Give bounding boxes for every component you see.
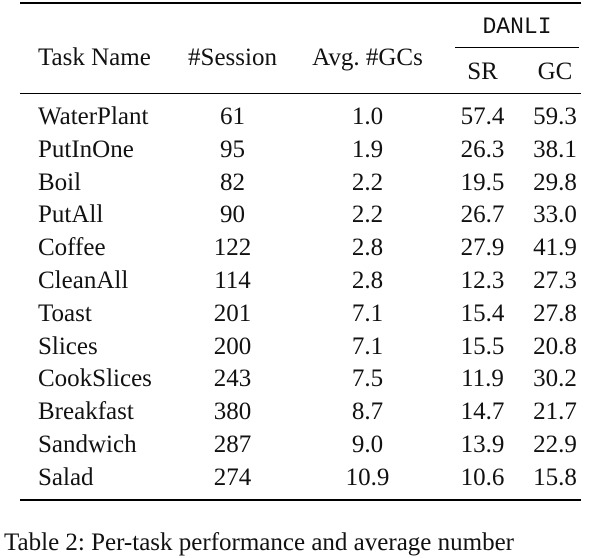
cell-gc: 33.0: [533, 201, 577, 229]
cell-task: PutAll: [38, 201, 104, 229]
cell-task: Boil: [38, 168, 82, 196]
cell-sr: 26.7: [460, 201, 505, 229]
cell-avg-gcs: 2.8: [351, 267, 384, 294]
cell-avg-gcs: 9.0: [351, 431, 384, 458]
cell-avg-gcs: 8.7: [351, 398, 384, 426]
cell-session: 200: [213, 332, 252, 360]
cell-task: Breakfast: [38, 398, 134, 426]
cell-sr: 57.4: [460, 103, 505, 130]
cell-session: 90: [220, 201, 245, 229]
cell-sr: 15.5: [460, 332, 505, 360]
cell-avg-gcs: 7.5: [351, 365, 384, 393]
cell-sr: 10.6: [460, 463, 505, 491]
header-task-name: Task Name: [38, 44, 151, 71]
cell-session: 122: [213, 234, 252, 262]
header-gc: GC: [537, 58, 573, 85]
cell-session: 82: [220, 168, 245, 196]
cell-task: Slices: [38, 332, 98, 360]
cell-session: 201: [213, 299, 252, 327]
cell-gc: 27.8: [533, 299, 577, 327]
header-group-danli: DANLI: [482, 14, 552, 40]
cell-session: 380: [213, 398, 252, 426]
cell-session: 243: [213, 365, 252, 393]
table-caption: Table 2: Per-task performance and averag…: [4, 529, 515, 556]
cell-task: PutInOne: [38, 135, 134, 163]
cell-gc: 29.8: [533, 168, 577, 196]
cell-gc: 59.3: [533, 103, 577, 130]
cell-task: Sandwich: [38, 431, 137, 458]
cell-session: 61: [220, 103, 245, 130]
cell-sr: 15.4: [460, 299, 505, 327]
cell-gc: 15.8: [533, 463, 577, 491]
cell-task: CookSlices: [38, 365, 152, 393]
cell-session: 114: [214, 267, 251, 294]
cell-sr: 14.7: [460, 398, 505, 426]
cell-session: 274: [213, 463, 252, 491]
group-rule: [455, 47, 579, 48]
cell-sr: 26.3: [460, 135, 505, 163]
cell-avg-gcs: 10.9: [345, 463, 390, 491]
cell-task: Coffee: [38, 234, 106, 262]
cell-avg-gcs: 2.2: [351, 201, 384, 229]
cell-task: Toast: [38, 299, 92, 327]
cell-gc: 22.9: [533, 431, 577, 458]
cell-task: WaterPlant: [38, 103, 149, 130]
cell-sr: 12.3: [460, 267, 505, 294]
cell-task: CleanAll: [38, 267, 129, 294]
cell-gc: 20.8: [533, 332, 577, 360]
cell-gc: 30.2: [533, 365, 577, 393]
header-session: #Session: [188, 44, 277, 71]
cell-avg-gcs: 2.2: [351, 168, 384, 196]
cell-gc: 27.3: [533, 267, 577, 294]
top-rule: [20, 2, 581, 4]
cell-sr: 19.5: [460, 168, 505, 196]
cell-avg-gcs: 1.0: [351, 103, 384, 130]
bottom-rule: [20, 499, 581, 501]
cell-avg-gcs: 1.9: [351, 135, 384, 163]
header-avg-gcs: Avg. #GCs: [312, 44, 423, 71]
cell-gc: 21.7: [533, 398, 577, 426]
mid-rule: [20, 93, 581, 94]
header-sr: SR: [467, 58, 498, 85]
cell-sr: 13.9: [460, 431, 505, 458]
cell-gc: 41.9: [533, 234, 577, 262]
cell-sr: 11.9: [461, 365, 504, 393]
cell-avg-gcs: 2.8: [351, 234, 384, 262]
cell-avg-gcs: 7.1: [351, 332, 384, 360]
cell-session: 95: [220, 135, 245, 163]
cell-avg-gcs: 7.1: [351, 299, 384, 327]
cell-gc: 38.1: [533, 135, 577, 163]
cell-task: Salad: [38, 463, 94, 491]
cell-sr: 27.9: [460, 234, 505, 262]
cell-session: 287: [213, 431, 252, 458]
